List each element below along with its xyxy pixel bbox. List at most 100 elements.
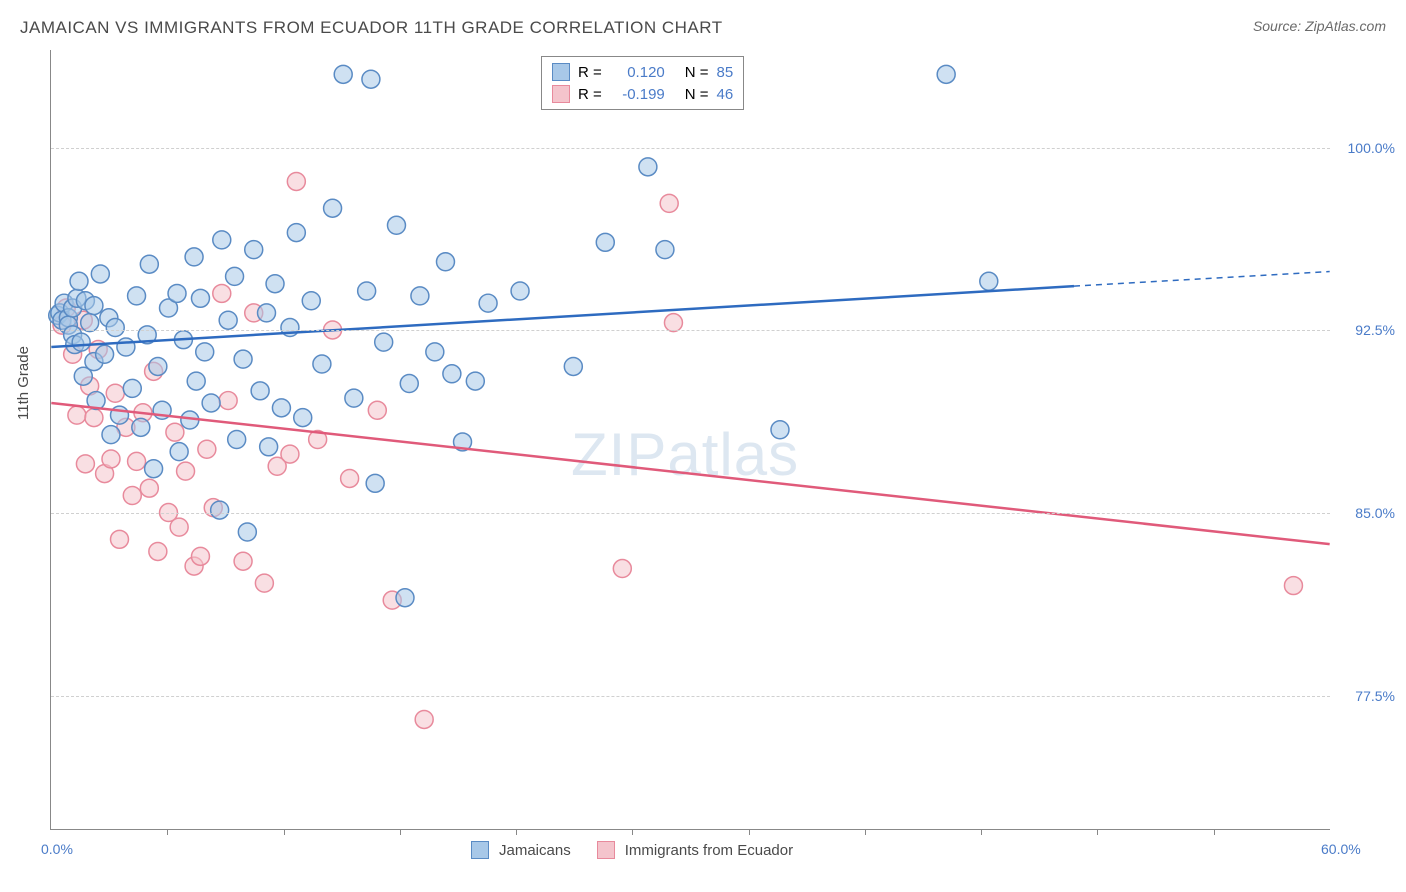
data-point <box>166 423 184 441</box>
data-point <box>345 389 363 407</box>
data-point <box>76 455 94 473</box>
r-label: R = <box>578 64 602 81</box>
data-point <box>466 372 484 390</box>
gridline <box>51 330 1330 331</box>
data-point <box>106 384 124 402</box>
data-point <box>211 501 229 519</box>
data-point <box>368 401 386 419</box>
data-point <box>219 392 237 410</box>
data-point <box>238 523 256 541</box>
data-point <box>96 345 114 363</box>
data-point <box>639 158 657 176</box>
series1-name: Jamaicans <box>499 842 571 859</box>
data-point <box>111 530 129 548</box>
series2-swatch-bottom <box>597 841 615 859</box>
data-point <box>149 357 167 375</box>
chart-container: JAMAICAN VS IMMIGRANTS FROM ECUADOR 11TH… <box>0 0 1406 892</box>
data-point <box>202 394 220 412</box>
data-point <box>185 248 203 266</box>
x-tick-mark <box>981 829 982 835</box>
x-tick-mark <box>749 829 750 835</box>
data-point <box>362 70 380 88</box>
data-point <box>266 275 284 293</box>
gridline <box>51 513 1330 514</box>
x-tick-mark <box>167 829 168 835</box>
data-point <box>106 319 124 337</box>
plot-area: ZIPatlas R = 0.120 N = 85 R = -0.199 N =… <box>50 50 1330 830</box>
data-point <box>400 375 418 393</box>
data-point <box>443 365 461 383</box>
series1-n-value: 85 <box>717 64 734 81</box>
data-point <box>258 304 276 322</box>
data-point <box>196 343 214 361</box>
n-label: N = <box>685 64 709 81</box>
y-tick-label: 100.0% <box>1348 140 1395 156</box>
data-point <box>213 284 231 302</box>
n-label: N = <box>685 86 709 103</box>
trend-line-series2 <box>51 403 1329 544</box>
legend-row-2: R = -0.199 N = 46 <box>552 83 733 105</box>
data-point <box>411 287 429 305</box>
data-point <box>664 314 682 332</box>
data-point <box>234 350 252 368</box>
data-point <box>324 199 342 217</box>
data-point <box>294 409 312 427</box>
data-point <box>85 297 103 315</box>
data-point <box>358 282 376 300</box>
data-point <box>219 311 237 329</box>
series1-swatch <box>552 63 570 81</box>
data-point <box>91 265 109 283</box>
data-point <box>70 272 88 290</box>
data-point <box>123 487 141 505</box>
data-point <box>170 443 188 461</box>
data-point <box>68 406 86 424</box>
data-point <box>102 450 120 468</box>
data-point <box>168 284 186 302</box>
data-point <box>128 287 146 305</box>
data-point <box>511 282 529 300</box>
data-point <box>415 710 433 728</box>
data-point <box>198 440 216 458</box>
x-tick-mark <box>516 829 517 835</box>
data-point <box>334 65 352 83</box>
data-point <box>426 343 444 361</box>
x-tick-mark <box>284 829 285 835</box>
data-point <box>191 547 209 565</box>
data-point <box>177 462 195 480</box>
series2-swatch <box>552 85 570 103</box>
data-point <box>302 292 320 310</box>
correlation-legend: R = 0.120 N = 85 R = -0.199 N = 46 <box>541 56 744 110</box>
data-point <box>596 233 614 251</box>
data-point <box>656 241 674 259</box>
data-point <box>281 445 299 463</box>
data-point <box>564 357 582 375</box>
data-point <box>260 438 278 456</box>
series1-r-value: 0.120 <box>610 64 665 81</box>
x-tick-label: 0.0% <box>41 841 73 857</box>
data-point <box>287 172 305 190</box>
series2-name: Immigrants from Ecuador <box>625 842 793 859</box>
data-point <box>132 418 150 436</box>
data-point <box>170 518 188 536</box>
data-point <box>375 333 393 351</box>
data-point <box>341 469 359 487</box>
data-point <box>771 421 789 439</box>
trend-line-series1-dashed <box>1074 272 1330 287</box>
data-point <box>85 409 103 427</box>
data-point <box>191 289 209 307</box>
data-point <box>251 382 269 400</box>
y-tick-label: 85.0% <box>1355 505 1395 521</box>
gridline <box>51 148 1330 149</box>
data-point <box>140 479 158 497</box>
data-point <box>479 294 497 312</box>
source-label: Source: ZipAtlas.com <box>1253 18 1386 34</box>
plot-svg <box>51 50 1330 829</box>
data-point <box>123 379 141 397</box>
data-point <box>102 426 120 444</box>
data-point <box>272 399 290 417</box>
series1-swatch-bottom <box>471 841 489 859</box>
x-tick-mark <box>632 829 633 835</box>
x-tick-label: 60.0% <box>1321 841 1361 857</box>
data-point <box>117 338 135 356</box>
series-legend: Jamaicans Immigrants from Ecuador <box>471 841 793 859</box>
